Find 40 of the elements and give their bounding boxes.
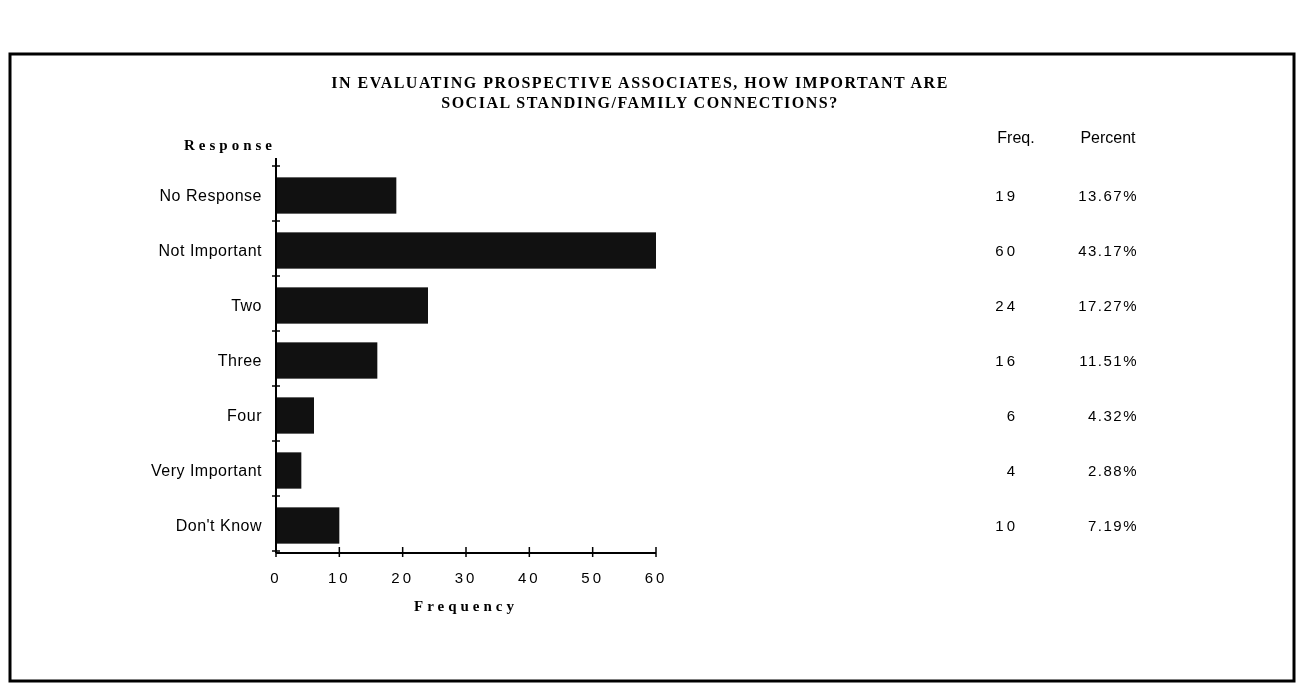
y-axis-title: Response <box>183 137 276 153</box>
y-tick-label: No Response <box>159 187 262 205</box>
x-axis-title: Frequency <box>413 598 519 614</box>
text: 4.32% <box>1087 406 1138 424</box>
chart-title: IN EVALUATING PROSPECTIVE ASSOCIATES, HOW IMPORTANT ARE SOCIAL STANDING/FAMILY CONNECTIONS? <box>331 74 949 111</box>
bar <box>276 397 314 434</box>
text: 13.67% <box>1078 186 1138 204</box>
bar <box>276 342 378 379</box>
x-tick-label: 30 <box>454 569 478 586</box>
data-label: 16 <box>995 351 1018 369</box>
text: Percent <box>1080 129 1137 146</box>
data-label: 19 <box>995 186 1018 204</box>
text: 7.19% <box>1087 516 1138 534</box>
y-tick-label: Three <box>217 352 262 370</box>
y-tick-label: Very Important <box>150 462 263 480</box>
x-tick-label: 40 <box>517 569 541 586</box>
y-tick-label: Don't Know <box>175 517 262 535</box>
x-tick-label: 0 <box>270 569 282 586</box>
x-tick-label: 20 <box>391 569 415 586</box>
y-tick-label: Two <box>231 297 262 315</box>
x-tick-label: 10 <box>327 569 351 586</box>
y-tick-label: Four <box>227 407 263 425</box>
y-tick-label: Not Important <box>158 242 263 260</box>
bar <box>276 177 397 214</box>
text: 17.27% <box>1078 296 1138 314</box>
x-tick-label: 50 <box>581 569 605 586</box>
x-tick-label: 60 <box>644 569 668 586</box>
data-label: 24 <box>995 296 1018 314</box>
bar <box>276 507 340 544</box>
text: Freq. <box>997 129 1035 146</box>
data-label: 10 <box>995 516 1018 534</box>
data-label: 4 <box>1006 461 1018 479</box>
text: 11.51% <box>1079 351 1138 369</box>
bar <box>276 287 428 324</box>
data-label: 60 <box>995 241 1018 259</box>
bar <box>276 232 656 269</box>
text: 2.88% <box>1087 461 1138 479</box>
text: 43.17% <box>1078 241 1138 259</box>
data-label: 6 <box>1006 406 1018 424</box>
bar <box>276 452 302 489</box>
